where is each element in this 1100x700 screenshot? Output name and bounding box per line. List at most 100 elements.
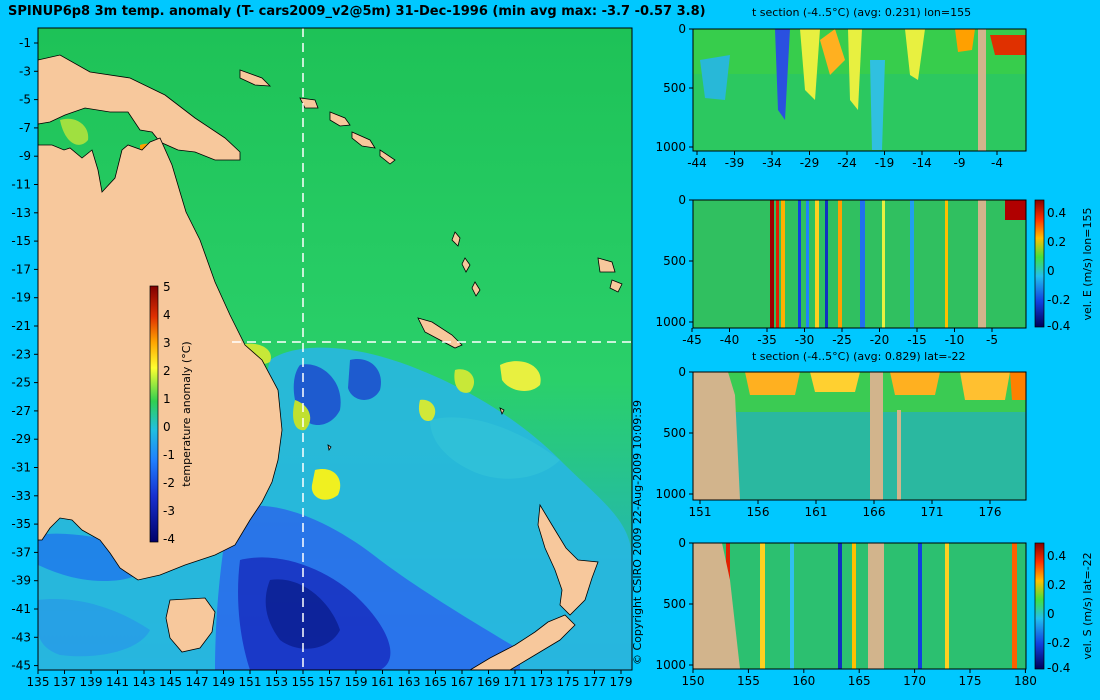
lat-tick-label: -43 (11, 630, 31, 644)
lat-tick-label: -15 (11, 234, 31, 248)
lon-tick-label: 175 (557, 675, 580, 689)
lat-tick-label: -17 (11, 262, 31, 276)
cb-tick: -0.4 (1047, 319, 1070, 333)
lon-tick-label: 153 (265, 675, 288, 689)
new-caledonia (417, 317, 463, 349)
lat-tick-label: -23 (11, 347, 31, 361)
depth-tick-label: 500 (663, 254, 686, 268)
lat-tick-label: -20 (870, 333, 890, 347)
lon-tick-label: 135 (27, 675, 50, 689)
panel3-frame (692, 371, 1027, 501)
temperature-colorbar-ticks: 5 4 3 2 1 0 -1 -2 -3 -4 (163, 280, 175, 546)
lat-tick-label: -7 (19, 121, 31, 135)
lat-tick-label: -34 (762, 156, 782, 170)
lat-tick-label: -27 (11, 404, 31, 418)
vel-e-colorbar (1034, 199, 1045, 328)
lat-tick-label: -5 (986, 333, 998, 347)
lat-tick-label: -25 (11, 376, 31, 390)
lon-tick-label: 176 (979, 505, 1002, 519)
lon-tick-label: 145 (159, 675, 182, 689)
vel-e-colorbar-label: vel. E (m/s) lon=155 (1081, 208, 1094, 321)
lon-tick-label: 157 (318, 675, 341, 689)
tasmania (165, 597, 216, 653)
lat-tick-label: -29 (11, 432, 31, 446)
depth-tick-label: 1000 (655, 487, 686, 501)
lon-tick-label: 161 (805, 505, 828, 519)
lat-tick-label: -14 (912, 156, 932, 170)
lon-tick-label: 171 (921, 505, 944, 519)
vel-s-colorbar (1034, 542, 1045, 670)
cb-tick: 2 (163, 364, 171, 378)
lat-tick-label: -44 (687, 156, 707, 170)
lat-tick-label: -1 (19, 36, 31, 50)
cb-tick: -0.4 (1047, 661, 1070, 675)
panel2-frame (692, 199, 1027, 329)
cb-tick: -4 (163, 532, 175, 546)
lat-tick-label: -35 (11, 517, 31, 531)
lon-tick-label: 170 (903, 674, 926, 688)
vel-e-colorbar-ticks: 0.4 0.2 0 -0.2 -0.4 (1047, 206, 1070, 333)
lon-tick-label: 159 (345, 675, 368, 689)
cb-tick: 0.2 (1047, 578, 1066, 592)
lon-tick-label: 141 (106, 675, 129, 689)
lat-tick-label: -15 (907, 333, 927, 347)
lat-tick-label: -19 (11, 291, 31, 305)
cb-tick: 0 (163, 420, 171, 434)
temperature-colorbar-label: temperature anomaly (°C) (180, 341, 193, 486)
panel1-land (978, 29, 986, 151)
lon-tick-label: 179 (610, 675, 633, 689)
lat-tick-label: -39 (725, 156, 745, 170)
cb-tick: 1 (163, 392, 171, 406)
panel3-title: t section (-4..5°C) (avg: 0.829) lat=-22 (752, 350, 966, 363)
lon-tick-label: 177 (583, 675, 606, 689)
depth-tick-label: 500 (663, 81, 686, 95)
cb-tick: -3 (163, 504, 175, 518)
lon-tick-label: 166 (863, 505, 886, 519)
lon-tick-label: 137 (53, 675, 76, 689)
australia (37, 137, 283, 581)
lat-tick-label: -31 (11, 461, 31, 475)
cb-tick: 0 (1047, 264, 1055, 278)
panel-vel-s-lat: 0.4 0.2 0 -0.2 -0.4 vel. S (m/s) lat=-22… (655, 536, 1094, 688)
depth-tick-label: 1000 (655, 658, 686, 672)
map-panel: 5 4 3 2 1 0 -1 -2 -3 -4 temperature anom… (11, 27, 633, 689)
lon-tick-label: 151 (239, 675, 262, 689)
cb-tick: -0.2 (1047, 636, 1070, 650)
temperature-colorbar (149, 285, 159, 543)
lat-tick-label: -4 (991, 156, 1003, 170)
lon-tick-label: 169 (477, 675, 500, 689)
lon-tick-label: 151 (689, 505, 712, 519)
lon-tick-label: 165 (848, 674, 871, 688)
cb-tick: 0.4 (1047, 206, 1066, 220)
panel4-field (693, 543, 1026, 669)
lat-tick-label: -5 (19, 93, 31, 107)
lon-tick-label: 180 (1014, 674, 1037, 688)
lon-tick-label: 155 (737, 674, 760, 688)
figure-title: SPINUP6p8 3m temp. anomaly (T- cars2009_… (8, 4, 706, 19)
lon-tick-label: 160 (792, 674, 815, 688)
lon-tick-label: 175 (959, 674, 982, 688)
map-frame (37, 27, 633, 671)
lon-tick-label: 171 (504, 675, 527, 689)
lat-tick-label: -9 (954, 156, 966, 170)
lat-tick-label: -45 (11, 659, 31, 673)
lon-tick-label: 161 (371, 675, 394, 689)
new-zealand-north (537, 503, 599, 616)
cb-tick: 0.2 (1047, 235, 1066, 249)
depth-tick-label: 500 (663, 426, 686, 440)
lat-tick-label: -21 (11, 319, 31, 333)
lon-tick-label: 165 (424, 675, 447, 689)
panel-vel-e-lon: 0.4 0.2 0 -0.2 -0.4 vel. E (m/s) lon=155… (655, 193, 1094, 347)
cb-tick: -1 (163, 448, 175, 462)
depth-tick-label: 0 (678, 193, 686, 207)
cb-tick: 5 (163, 280, 171, 294)
lat-tick-label: -19 (875, 156, 895, 170)
lat-tick-label: -10 (945, 333, 965, 347)
cb-tick: 0 (1047, 607, 1055, 621)
lon-tick-label: 149 (212, 675, 235, 689)
lat-tick-label: -24 (837, 156, 857, 170)
panel2-land (978, 200, 986, 328)
panel4-land-west (693, 543, 740, 669)
lat-tick-label: -13 (11, 206, 31, 220)
